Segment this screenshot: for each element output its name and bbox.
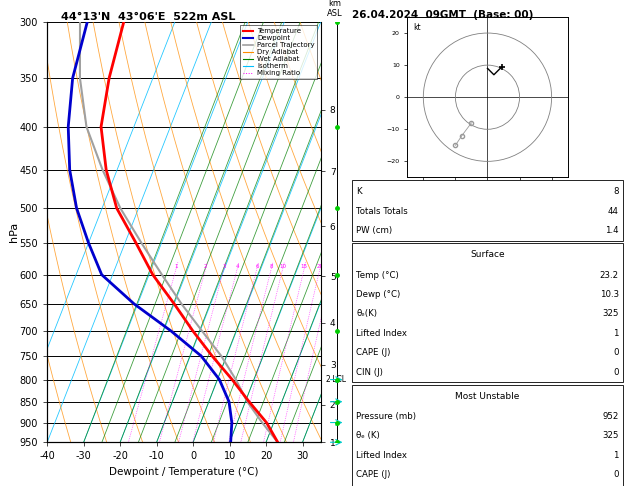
Text: Lifted Index: Lifted Index (356, 451, 407, 460)
Text: 0: 0 (613, 348, 619, 357)
Text: 10: 10 (279, 263, 286, 269)
Text: 4: 4 (235, 263, 239, 269)
Text: 1.4: 1.4 (605, 226, 619, 235)
Text: 23.2: 23.2 (600, 271, 619, 279)
Text: K: K (356, 188, 362, 196)
Text: 325: 325 (603, 432, 619, 440)
Text: 325: 325 (603, 310, 619, 318)
Text: 8: 8 (613, 188, 619, 196)
Text: θₑ(K): θₑ(K) (356, 310, 377, 318)
Text: CAPE (J): CAPE (J) (356, 348, 391, 357)
Text: 3: 3 (222, 263, 226, 269)
Text: 10.3: 10.3 (600, 290, 619, 299)
Legend: Temperature, Dewpoint, Parcel Trajectory, Dry Adiabat, Wet Adiabat, Isotherm, Mi: Temperature, Dewpoint, Parcel Trajectory… (240, 25, 317, 79)
Text: hPa: hPa (9, 222, 19, 242)
Text: 1: 1 (174, 263, 178, 269)
Text: 44: 44 (608, 207, 619, 216)
Text: kt: kt (414, 23, 421, 33)
Text: 1: 1 (613, 329, 619, 338)
Text: CAPE (J): CAPE (J) (356, 470, 391, 479)
Text: 6: 6 (255, 263, 259, 269)
Text: 0: 0 (613, 368, 619, 377)
Text: 1: 1 (613, 451, 619, 460)
Text: 26.04.2024  09GMT  (Base: 00): 26.04.2024 09GMT (Base: 00) (352, 10, 533, 20)
Text: © weatheronline.co.uk: © weatheronline.co.uk (352, 472, 440, 481)
Text: 2 LCL: 2 LCL (326, 375, 347, 384)
Text: 15: 15 (301, 263, 308, 269)
Text: 952: 952 (603, 412, 619, 421)
Text: Dewp (°C): Dewp (°C) (356, 290, 400, 299)
Text: Pressure (mb): Pressure (mb) (356, 412, 416, 421)
Text: 0: 0 (613, 470, 619, 479)
Text: km
ASL: km ASL (326, 0, 342, 17)
Text: PW (cm): PW (cm) (356, 226, 392, 235)
Text: Temp (°C): Temp (°C) (356, 271, 399, 279)
Text: Lifted Index: Lifted Index (356, 329, 407, 338)
Text: θₑ (K): θₑ (K) (356, 432, 380, 440)
Text: 8: 8 (270, 263, 273, 269)
Text: Surface: Surface (470, 250, 505, 259)
Text: 44°13'N  43°06'E  522m ASL: 44°13'N 43°06'E 522m ASL (61, 12, 235, 22)
Text: Totals Totals: Totals Totals (356, 207, 408, 216)
Text: CIN (J): CIN (J) (356, 368, 383, 377)
X-axis label: Dewpoint / Temperature (°C): Dewpoint / Temperature (°C) (109, 467, 259, 477)
Text: Most Unstable: Most Unstable (455, 392, 520, 400)
Text: 2: 2 (204, 263, 208, 269)
Text: 20: 20 (316, 263, 323, 269)
